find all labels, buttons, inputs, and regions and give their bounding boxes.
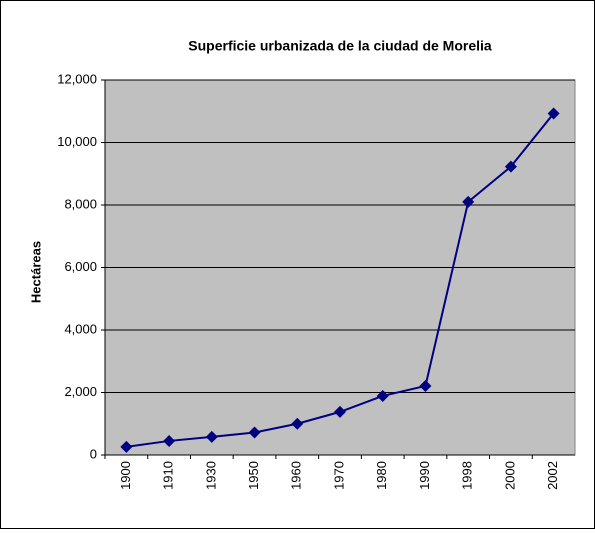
data-point [419, 379, 432, 392]
data-point [334, 405, 346, 418]
x-tick-label: 1980 [374, 461, 389, 490]
data-point [120, 440, 133, 453]
data-point [248, 426, 261, 439]
y-tick-label: 2,000 [64, 384, 97, 399]
data-point [376, 389, 389, 402]
y-tick-label: 6,000 [64, 259, 97, 274]
y-tick-label: 12,000 [57, 71, 97, 86]
x-tick-label: 2002 [545, 461, 560, 490]
x-tick-label: 1970 [331, 461, 346, 490]
y-tick-label: 4,000 [64, 321, 97, 336]
x-tick-label: 2000 [502, 461, 517, 490]
data-point [504, 160, 517, 173]
x-tick-label: 1998 [460, 461, 475, 490]
chart-title: Superficie urbanizada de la ciudad de Mo… [188, 38, 492, 54]
x-tick-label: 1950 [246, 461, 261, 490]
y-tick-label: 10,000 [57, 134, 97, 149]
data-point [205, 430, 218, 443]
x-tick-label: 1990 [417, 461, 432, 490]
x-tick-label: 1960 [289, 461, 304, 490]
x-tick-label: 1900 [118, 461, 133, 490]
y-tick-label: 8,000 [64, 196, 97, 211]
data-point [462, 195, 475, 208]
y-tick-label: 0 [90, 446, 97, 461]
data-point [291, 417, 304, 430]
x-tick-label: 1910 [161, 461, 176, 490]
data-point [163, 434, 176, 447]
x-tick-label: 1930 [203, 461, 218, 490]
y-axis-label: Hectáreas [28, 241, 43, 303]
data-point [547, 107, 560, 120]
